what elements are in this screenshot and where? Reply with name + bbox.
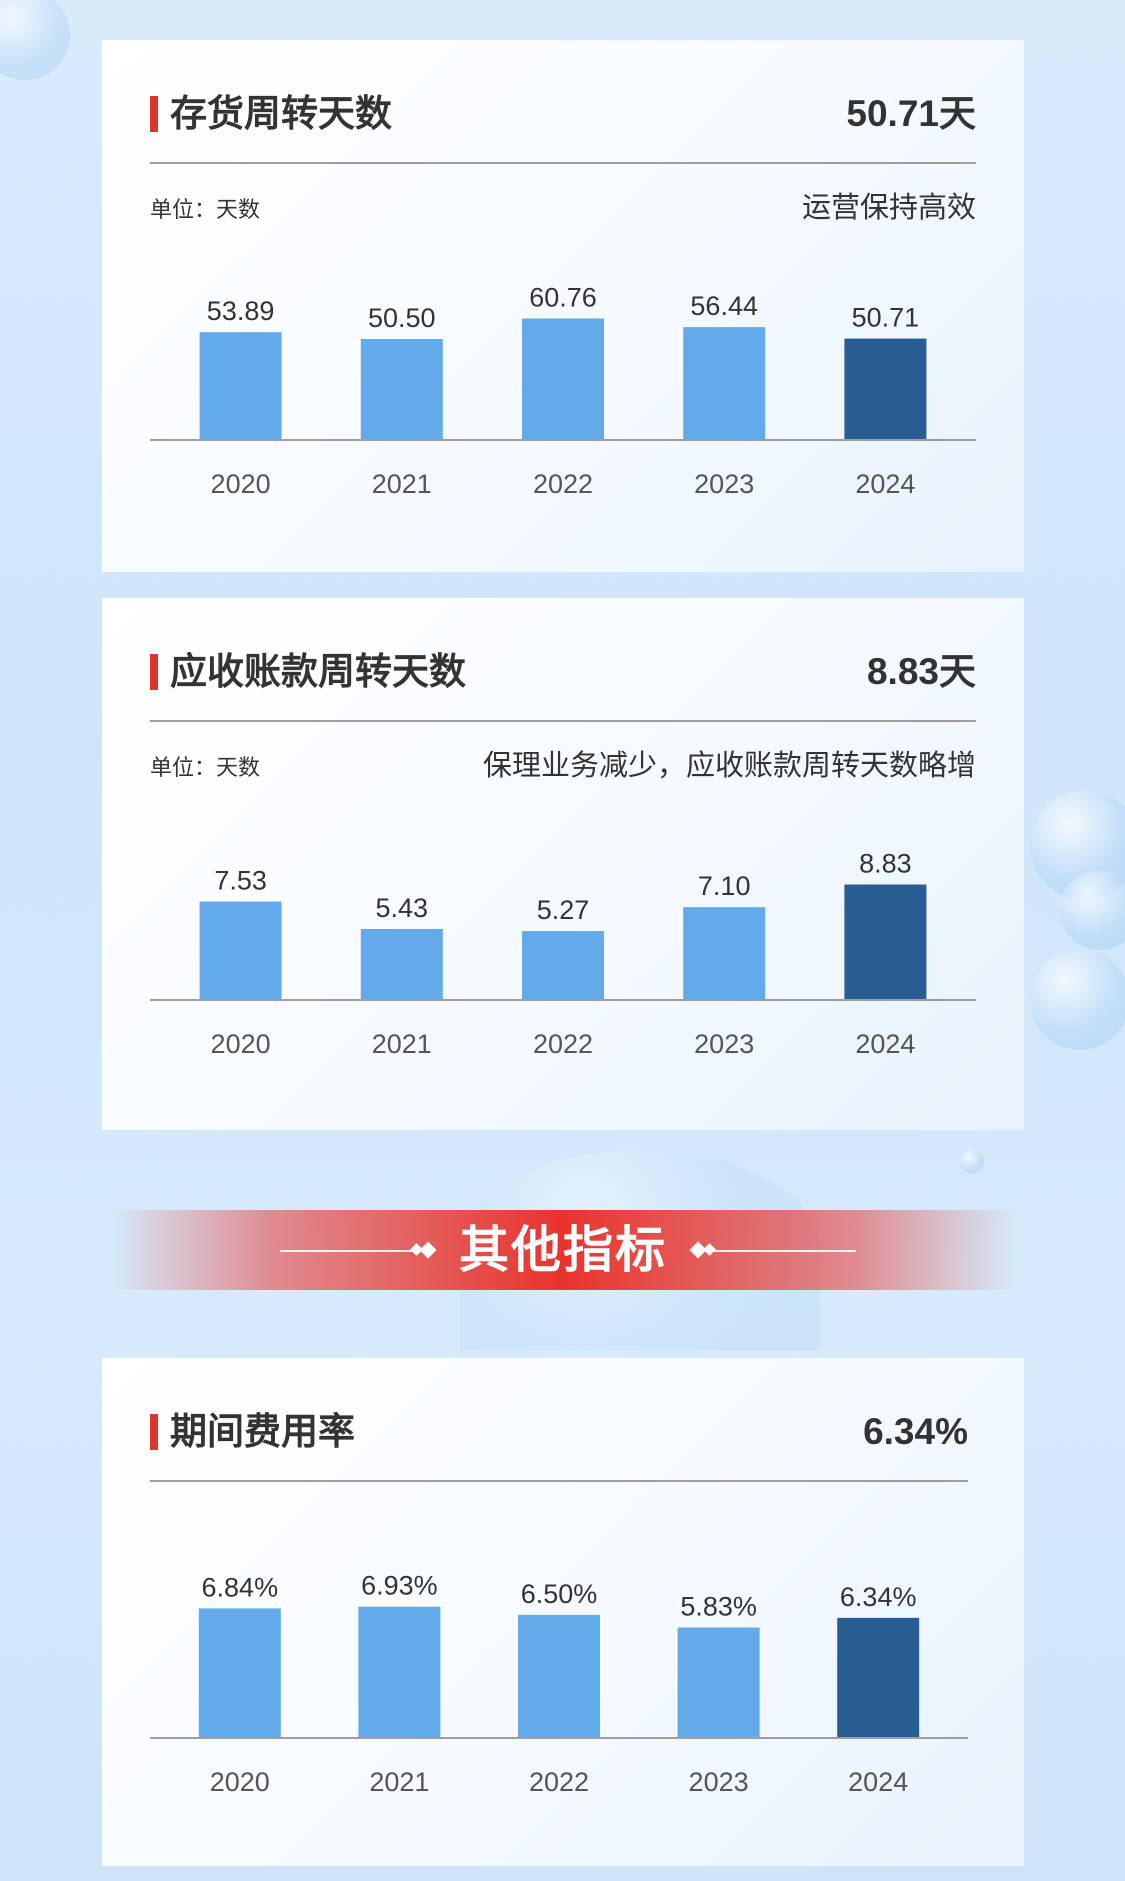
card-title: 期间费用率: [150, 1412, 355, 1452]
bar: [360, 339, 443, 440]
headline-value: 8.83天: [866, 651, 976, 692]
data-label: 50.50: [368, 303, 436, 333]
data-label: 6.93%: [361, 1571, 438, 1601]
headline-value: 50.71天: [846, 93, 976, 134]
data-label: 7.10: [698, 871, 751, 901]
x-tick-label: 2021: [372, 469, 432, 499]
unit-label: 单位：天数: [150, 197, 261, 222]
bar: [518, 1614, 600, 1738]
chart-note: 保理业务减少，应收账款周转天数略增: [482, 750, 976, 782]
x-tick-label: 2022: [533, 1029, 593, 1059]
x-tick-label: 2023: [694, 1029, 754, 1059]
headline-value: 6.34%: [863, 1411, 968, 1452]
x-tick-label: 2023: [694, 469, 754, 499]
bar: [844, 884, 927, 1000]
x-tick-label: 2020: [211, 1029, 271, 1059]
bar: [360, 928, 443, 1000]
expense-ratio-card: 期间费用率 6.34% 6.84% 2020 6.93% 2021 6.50% 2022 5…: [102, 1358, 1024, 1866]
bar: [522, 931, 604, 1000]
x-tick-label: 2024: [848, 1767, 908, 1797]
data-label: 6.50%: [521, 1579, 598, 1609]
bar: [683, 907, 766, 1000]
x-tick-label: 2024: [855, 1029, 915, 1059]
decorative-bubble: [960, 1150, 984, 1174]
decorative-bubble: [1060, 870, 1125, 950]
title-divider: [150, 162, 976, 164]
bar-chart: 6.84% 2020 6.93% 2021 6.50% 2022 5.83% 2023 6.34…: [150, 1548, 968, 1818]
bar: [199, 901, 282, 1000]
unit-label: 单位：天数: [150, 755, 261, 780]
data-label: 53.89: [207, 296, 275, 326]
x-tick-label: 2022: [529, 1767, 589, 1797]
card-title: 存货周转天数: [150, 94, 392, 134]
data-label: 5.83%: [680, 1592, 757, 1622]
chart-svg: 6.84% 2020 6.93% 2021 6.50% 2022 5.83% 2023 6.34…: [150, 1571, 968, 1797]
bar: [683, 327, 766, 440]
data-label: 5.27: [537, 895, 590, 925]
chart-note: 运营保持高效: [801, 192, 976, 224]
chart-svg: 7.53 2020 5.43 2021 5.27 2022 7.10 2023 8.83 2024: [150, 849, 976, 1059]
banner-line-left: [280, 1250, 430, 1252]
x-tick-label: 2021: [372, 1029, 432, 1059]
title-divider: [150, 1480, 968, 1482]
data-label: 8.83: [859, 849, 912, 879]
data-label: 6.84%: [202, 1572, 279, 1602]
card-title: 应收账款周转天数: [150, 652, 466, 692]
data-label: 56.44: [690, 291, 758, 321]
bar: [358, 1606, 441, 1738]
banner-title: 其他指标: [459, 1222, 667, 1278]
bar: [199, 332, 282, 440]
x-tick-label: 2022: [533, 469, 593, 499]
banner-line-right: [706, 1250, 856, 1252]
data-label: 50.71: [852, 303, 920, 333]
data-label: 5.43: [376, 893, 429, 923]
receivables-turnover-card: 应收账款周转天数 8.83天 单位：天数 保理业务减少，应收账款周转天数略增 7…: [102, 598, 1024, 1130]
bar: [522, 318, 604, 440]
bar: [837, 1617, 920, 1738]
title-divider: [150, 720, 976, 722]
data-label: 7.53: [214, 866, 267, 896]
chart-svg: 53.89 2020 50.50 2021 60.76 2022 56.44 2023 50.7…: [150, 282, 976, 499]
section-banner: 其他指标: [110, 1210, 1016, 1290]
x-tick-label: 2020: [211, 469, 271, 499]
x-tick-label: 2021: [369, 1767, 429, 1797]
x-tick-label: 2020: [210, 1767, 270, 1797]
data-label: 60.76: [529, 282, 597, 312]
bar: [844, 338, 927, 440]
bar: [198, 1608, 281, 1738]
x-tick-label: 2024: [855, 469, 915, 499]
bar: [677, 1627, 760, 1738]
decorative-bubble: [1030, 950, 1125, 1050]
decorative-bubble: [0, 0, 70, 80]
bar-chart: 53.89 2020 50.50 2021 60.76 2022 56.44 2023 50.7…: [150, 280, 976, 520]
inventory-turnover-card: 存货周转天数 50.71天 单位：天数 运营保持高效 53.89 2020 50.5…: [102, 40, 1024, 572]
data-label: 6.34%: [840, 1582, 917, 1612]
x-tick-label: 2023: [689, 1767, 749, 1797]
bar-chart: 7.53 2020 5.43 2021 5.27 2022 7.10 2023 8.83 2024: [150, 820, 976, 1080]
